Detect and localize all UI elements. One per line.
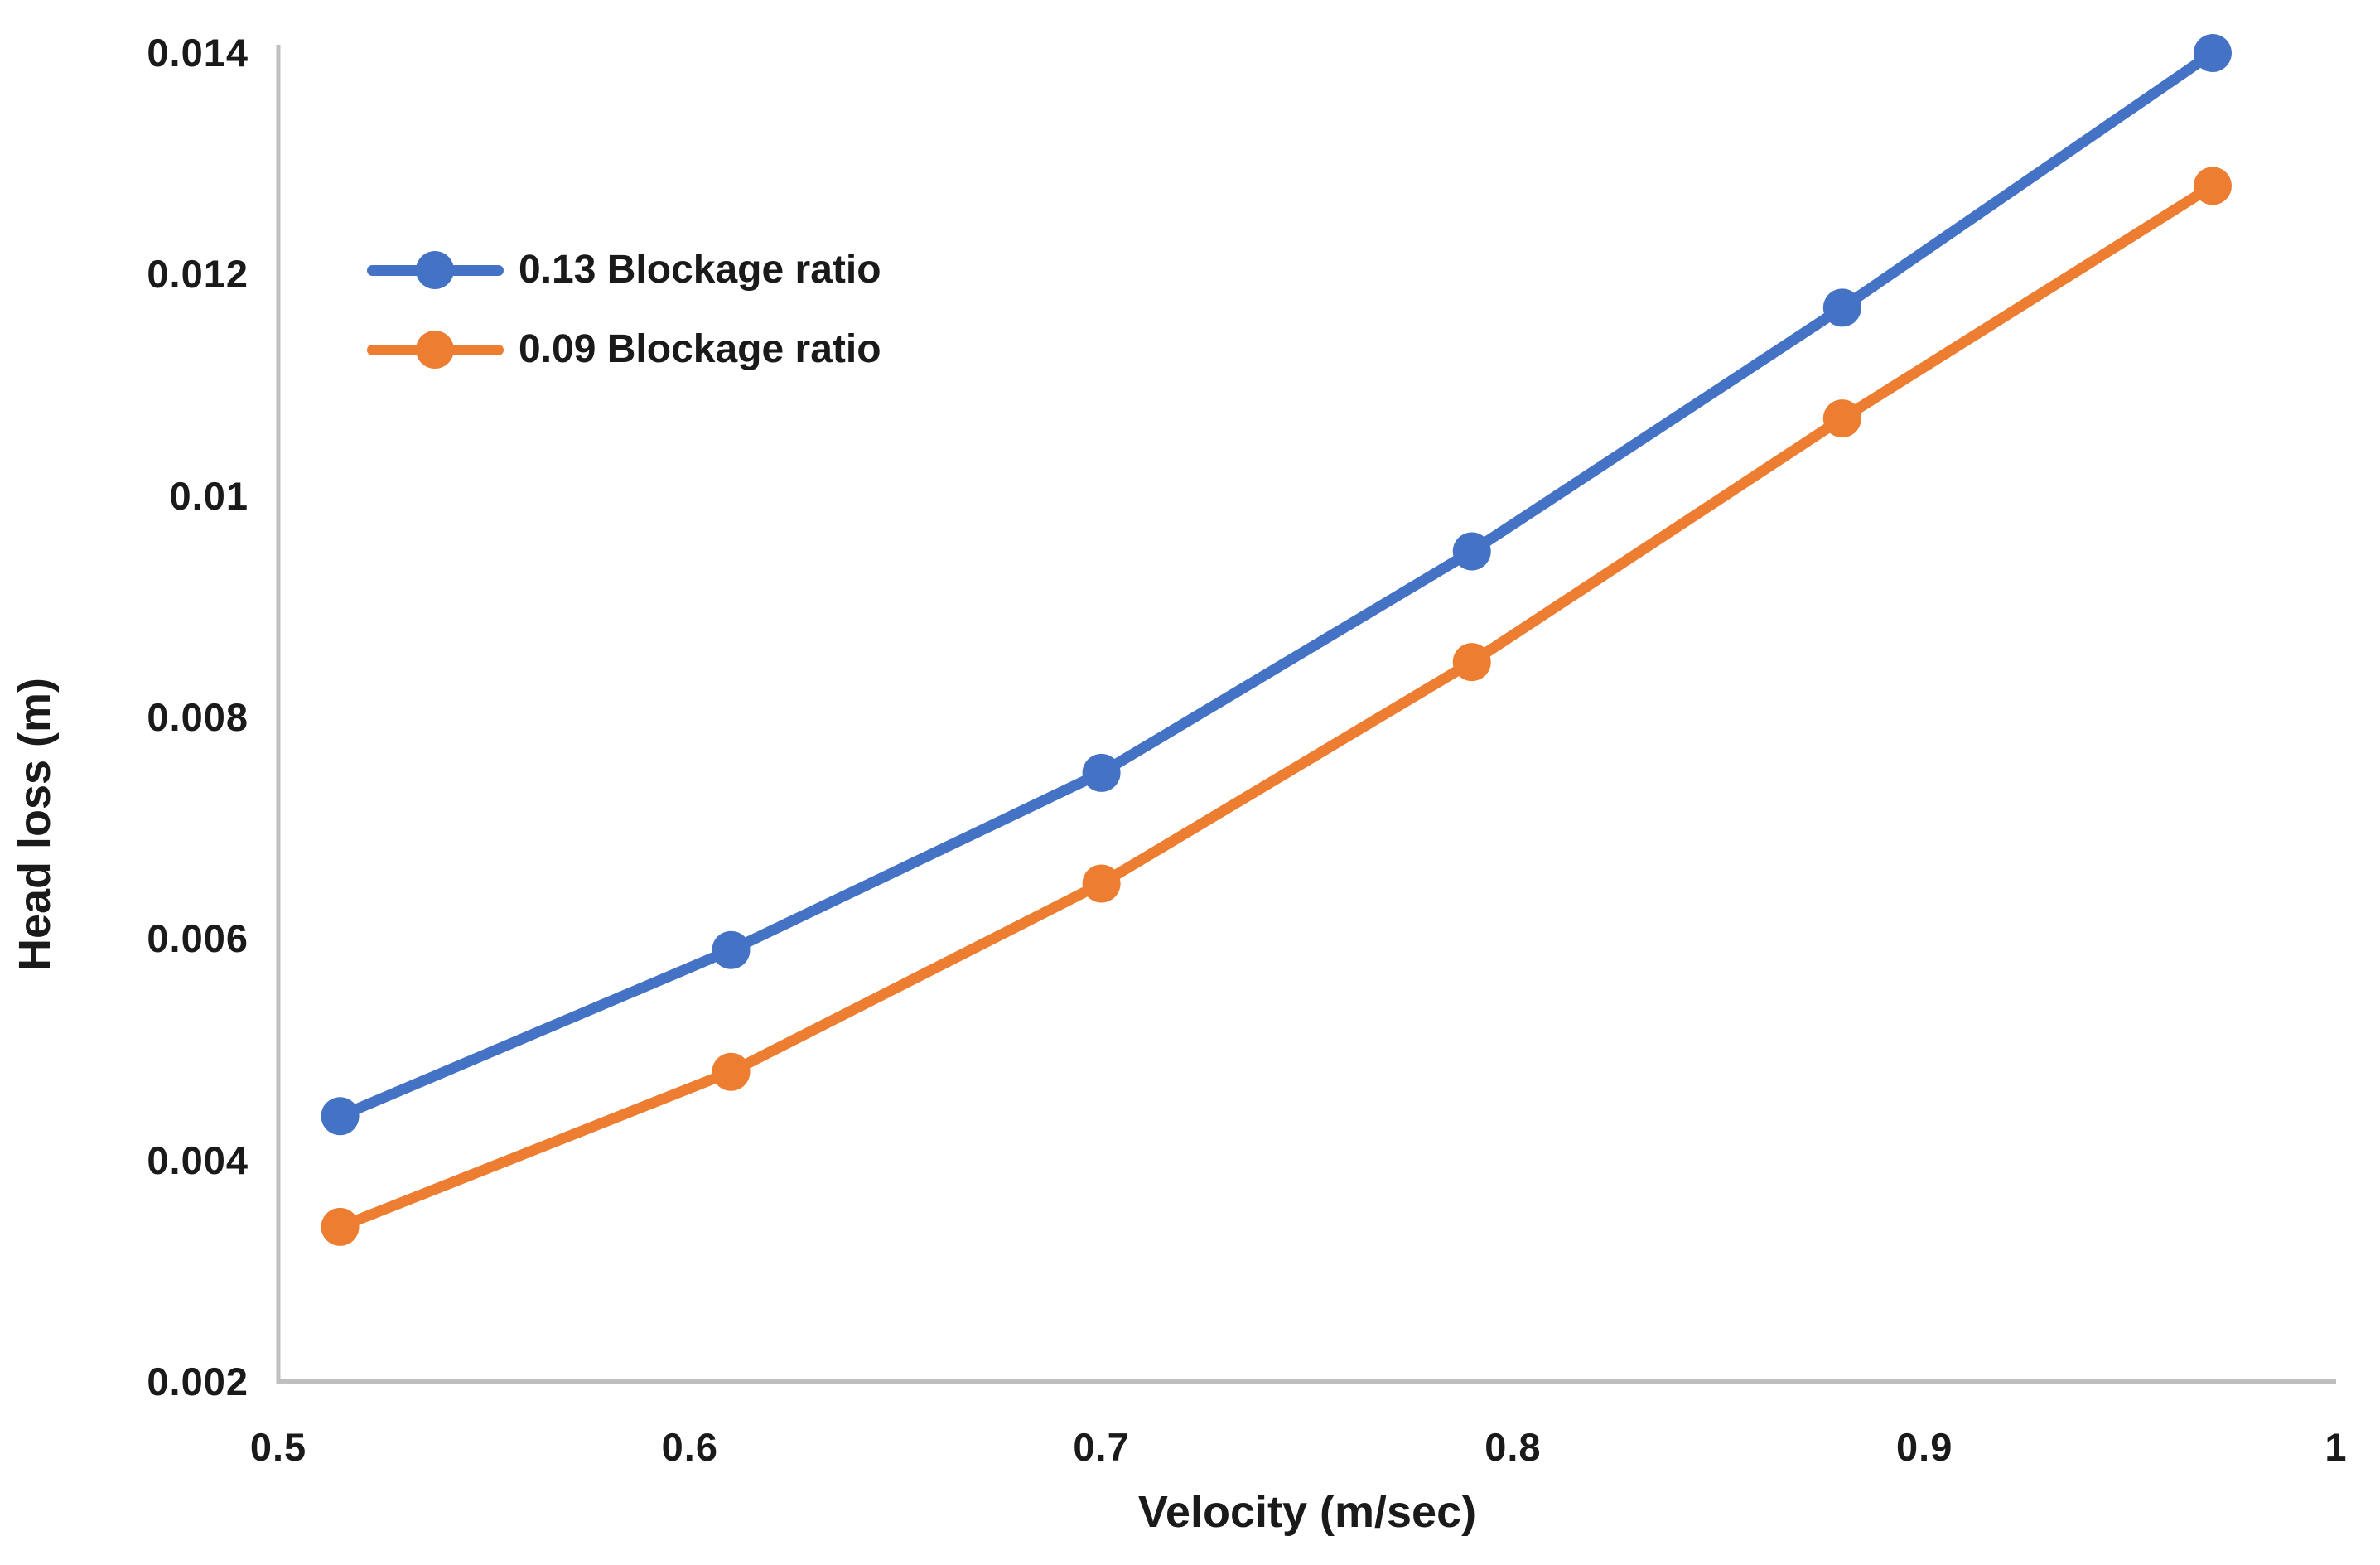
legend-label: 0.13 Blockage ratio xyxy=(519,248,881,292)
y-tick-label-0012: 0.012 xyxy=(147,252,249,297)
y-tick-label-001: 0.01 xyxy=(169,473,249,518)
x-tick-label-06: 0.6 xyxy=(661,1425,718,1469)
y-tick-label-0004: 0.004 xyxy=(147,1138,249,1182)
x-tick-label-09: 0.9 xyxy=(1896,1425,1953,1469)
series-marker-orange-icon xyxy=(367,331,504,369)
series-marker-blue-icon xyxy=(367,251,504,289)
x-tick-label-1: 1 xyxy=(2324,1425,2348,1469)
y-tick-label-0014: 0.014 xyxy=(147,31,249,75)
legend-item-009-blockage: 0.09 Blockage ratio xyxy=(367,326,881,373)
x-tick-label-07: 0.7 xyxy=(1073,1425,1130,1469)
x-axis-title: Velocity (m/sec) xyxy=(1137,1487,1477,1537)
legend-label: 0.09 Blockage ratio xyxy=(519,327,881,371)
y-tick-label-0002: 0.002 xyxy=(147,1360,249,1403)
x-tick-label-05: 0.5 xyxy=(249,1425,307,1469)
x-tick-label-08: 0.8 xyxy=(1484,1425,1542,1469)
y-tick-label-0006: 0.006 xyxy=(147,916,249,961)
y-tick-label-0008: 0.008 xyxy=(147,695,249,739)
y-axis-title: Head loss (m) xyxy=(10,677,60,972)
legend-item-013-blockage: 0.13 Blockage ratio xyxy=(367,247,881,293)
